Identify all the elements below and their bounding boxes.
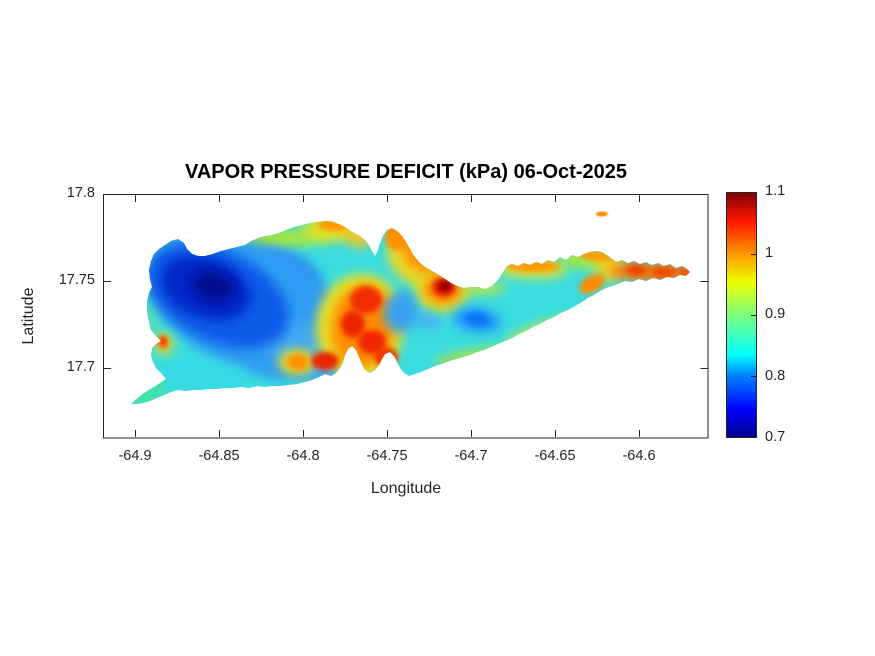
contour-blob — [191, 270, 235, 302]
x-tick-label: -64.85 — [198, 448, 240, 464]
contour-blob — [385, 223, 411, 251]
x-tick-label: -64.9 — [118, 448, 152, 464]
contour-blob — [287, 354, 309, 370]
x-tick-label: -64.6 — [622, 448, 656, 464]
colorbar-tick-label: 1 — [765, 244, 774, 261]
x-axis-label: Longitude — [370, 480, 442, 497]
contour-blob — [414, 313, 442, 329]
contour-blob — [358, 330, 386, 354]
x-tick-label: -64.75 — [366, 448, 408, 464]
colorbar-tick-mark — [751, 376, 756, 377]
contour-blob — [579, 274, 605, 294]
colorbar-tick-label: 0.8 — [765, 367, 786, 384]
contour-blob — [652, 267, 676, 277]
contour-blob — [311, 352, 339, 370]
contour-blob — [383, 291, 419, 333]
colorbar-tick-label: 1.1 — [765, 183, 786, 199]
colorbar-tick-label: 0.9 — [765, 306, 786, 322]
plot-title: VAPOR PRESSURE DEFICIT (kPa) 06-Oct-2025 — [185, 161, 627, 183]
x-tick-label: -64.65 — [534, 448, 576, 464]
contour-blob — [160, 337, 166, 345]
y-tick-label: 17.8 — [66, 185, 95, 201]
contour-blob-layer — [131, 221, 690, 404]
island-contour-field — [131, 221, 690, 404]
contour-blob — [350, 286, 382, 314]
contour-blob — [557, 315, 573, 325]
contour-blob — [374, 347, 398, 367]
colorbar-tick-mark — [751, 315, 756, 316]
offshore-islet — [596, 211, 608, 217]
contour-blob — [341, 310, 365, 338]
y-tick-label: 17.75 — [58, 272, 95, 288]
contour-blob — [626, 265, 646, 275]
contour-blob — [465, 311, 489, 327]
contour-blob — [678, 267, 690, 277]
contour-blob — [131, 378, 168, 404]
contour-blob — [156, 360, 248, 388]
axes-box — [103, 194, 709, 439]
y-tick-label: 17.7 — [66, 359, 95, 375]
colorbar-tick-mark — [751, 254, 756, 255]
colorbar — [726, 192, 757, 438]
axis-tick-marks — [104, 194, 708, 437]
islet-shape — [596, 211, 608, 217]
x-tick-label: -64.7 — [454, 448, 488, 464]
x-tick-label: -64.8 — [286, 448, 320, 464]
contour-blob — [439, 281, 451, 291]
colorbar-tick-label: 0.7 — [765, 429, 786, 445]
